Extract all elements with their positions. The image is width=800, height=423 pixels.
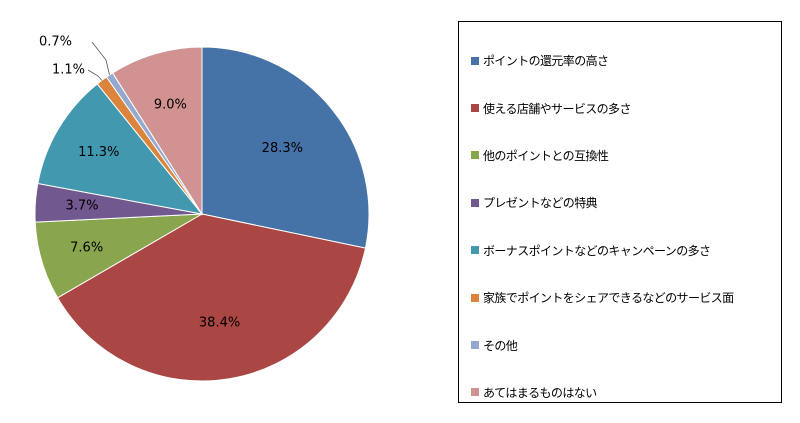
pie-plot: 28.3% 38.4% 7.6% 3.7% 11.3% 1.1% 0.7% 9.0%	[34, 35, 370, 382]
legend-label: 使える店舗やサービスの多さ	[483, 101, 631, 116]
leader-lines	[87, 41, 110, 81]
legend-list: ポイントの還元率の高さ使える店舗やサービスの多さ 他のポイントとの互換性 プレゼント…	[471, 37, 777, 416]
legend-swatch	[471, 56, 479, 65]
legend-item: 使える店舗やサービスの多さ	[471, 84, 777, 131]
legend-item: 他のポイントとの互換性	[471, 132, 777, 179]
legend-item: あてはまるものはない	[471, 369, 777, 416]
legend: ポイントの還元率の高さ使える店舗やサービスの多さ 他のポイントとの互換性 プレゼント…	[458, 21, 782, 403]
legend-swatch	[471, 151, 479, 160]
slice-value-label: 28.3%	[262, 141, 303, 156]
slice-labels: 28.3% 38.4% 7.6% 3.7% 11.3% 1.1% 0.7% 9.0%	[39, 35, 303, 331]
slice-value-label: 0.7%	[39, 35, 72, 50]
slice-value-label: 9.0%	[154, 97, 187, 112]
slice-value-label: 7.6%	[70, 241, 103, 256]
leader-line	[87, 69, 103, 81]
legend-item: その他	[471, 321, 777, 368]
legend-label: 家族でポイントをシェアできるなどのサービス面	[483, 291, 734, 306]
legend-label: 他のポイントとの互換性	[483, 148, 609, 163]
pie-slice	[201, 46, 370, 249]
slice-value-label: 11.3%	[78, 145, 119, 160]
pie-slice	[111, 46, 203, 216]
legend-swatch	[471, 341, 479, 350]
legend-label: あてはまるものはない	[483, 385, 597, 400]
leader-line	[91, 41, 110, 76]
legend-label: その他	[483, 338, 518, 353]
pie-slice	[37, 83, 204, 215]
legend-swatch	[471, 198, 479, 207]
legend-item: ボーナスポイントなどのキャンペーンの多さ	[471, 227, 777, 274]
legend-label: ポイントの還元率の高さ	[483, 54, 609, 69]
legend-item: ポイントの還元率の高さ	[471, 37, 777, 84]
legend-item: プレゼントなどの特典	[471, 179, 777, 226]
slice-value-label: 38.4%	[199, 315, 240, 330]
legend-swatch	[471, 104, 479, 113]
legend-swatch	[471, 293, 479, 302]
legend-swatch	[471, 246, 479, 255]
slice-value-label: 3.7%	[66, 198, 99, 213]
legend-item: 家族でポイントをシェアできるなどのサービス面	[471, 274, 777, 321]
legend-swatch	[471, 388, 479, 397]
legend-label: プレゼントなどの特典	[483, 196, 598, 211]
pie-slice	[56, 213, 367, 382]
pie-slices	[34, 46, 370, 382]
slice-value-label: 1.1%	[52, 63, 85, 78]
legend-label: ボーナスポイントなどのキャンペーンの多さ	[483, 243, 711, 258]
